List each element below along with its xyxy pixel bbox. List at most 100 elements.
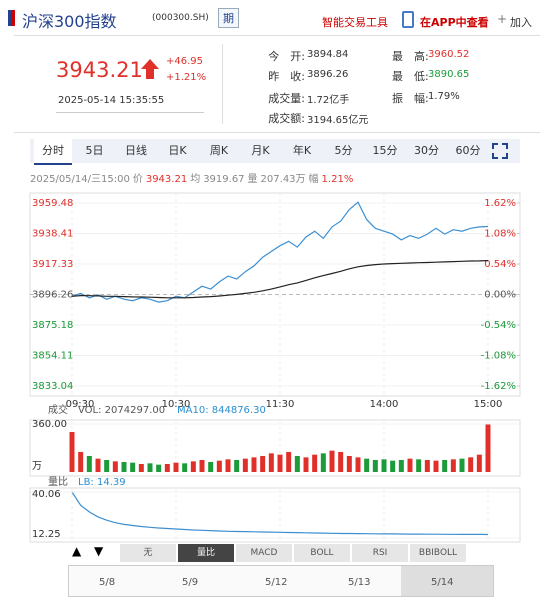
y-tick-label: 3938.41 <box>32 228 73 239</box>
info-line: 2025/05/14/三15:00 价 3943.21 均 3919.67 量 207.43… <box>30 170 356 185</box>
info-item: 均 <box>190 174 201 185</box>
volume-bar <box>390 460 396 472</box>
tab[interactable]: 5分 <box>334 144 353 157</box>
volume-bar <box>381 459 387 472</box>
volume-bar <box>173 462 179 472</box>
down-button[interactable]: ▼ <box>94 544 104 558</box>
volume-bar <box>286 452 292 472</box>
navigator: 5/8 5/9 5/12 5/13 5/14 <box>68 565 494 597</box>
divider <box>222 44 223 124</box>
info-item: 3919.67 <box>203 174 245 185</box>
nav-window[interactable] <box>401 566 493 596</box>
app-link[interactable]: 在APP中查看 <box>420 16 489 29</box>
futures-button[interactable]: 期 <box>218 8 239 28</box>
x-tick-label: 14:00 <box>370 399 399 410</box>
y-tick-label: 3896.26 <box>32 290 73 301</box>
volume-bar <box>216 460 222 472</box>
volume-bar <box>355 457 361 472</box>
code: (000300.SH) <box>152 13 209 23</box>
y-tick-label: 3875.18 <box>32 320 73 331</box>
divider <box>14 132 540 133</box>
indicator-tabs: 无量比 MACD BOLL RSI BBIBOLL <box>68 544 488 562</box>
y-tick-label: 3959.48 <box>32 198 73 209</box>
tab[interactable]: 周K <box>209 144 229 157</box>
lb-line <box>71 491 489 536</box>
fullscreen-icon[interactable] <box>492 143 508 159</box>
indicator-tab[interactable]: 无 <box>120 544 177 562</box>
indicator-tab[interactable]: BBIBOLL <box>410 544 467 562</box>
tab[interactable]: 日线 <box>125 144 147 157</box>
y-tick-label: 3917.33 <box>32 259 73 270</box>
volume-bar <box>485 424 491 472</box>
volume-bar <box>346 456 352 472</box>
add-link[interactable]: 加入 <box>510 16 532 29</box>
volume-bar <box>86 456 92 472</box>
volume-bar <box>121 462 127 472</box>
volume-bar <box>69 432 75 472</box>
tab[interactable]: 5日 <box>85 144 104 157</box>
lb-label: LB: 14.39 <box>78 477 126 488</box>
volume-bar <box>225 459 231 472</box>
tab-bar: 分时 5日 日线 日K 周K 月K 年K 5分 15分 30分 60分 <box>30 139 520 165</box>
volume-unit: 万 <box>32 461 42 472</box>
y-tick-label: 3833.04 <box>32 381 73 392</box>
y-tick-label: 360.00 <box>32 419 67 430</box>
logo-bar <box>8 10 15 26</box>
nav-label: 5/12 <box>265 577 288 588</box>
volume-bar <box>424 460 430 472</box>
stat-value: 3894.84 <box>307 49 349 60</box>
stat-value: 1.79% <box>428 91 460 102</box>
volume-bar <box>468 457 474 472</box>
stat-label: 振 幅: <box>392 92 429 105</box>
volume-bar <box>338 452 344 472</box>
title: 沪深300指数 <box>22 12 117 31</box>
volume-bar <box>268 453 274 472</box>
volume-bar <box>251 457 257 472</box>
volume-bar <box>459 458 465 472</box>
tab[interactable]: 60分 <box>455 144 481 157</box>
volume-bar <box>442 460 448 472</box>
volume-bar <box>199 460 205 472</box>
info-item: 价 <box>132 174 143 185</box>
volume-bar <box>182 463 188 472</box>
y-tick-label: 12.25 <box>32 529 61 540</box>
indicator-tab[interactable]: BOLL <box>294 544 351 562</box>
volume-bar <box>407 458 413 472</box>
indicator-tab[interactable]: RSI <box>352 544 409 562</box>
info-item: 量 <box>247 174 258 185</box>
volume-bar <box>398 460 404 472</box>
y2-tick-label: -1.62% <box>481 381 516 392</box>
volume-bar <box>242 458 248 472</box>
divider <box>14 35 540 36</box>
volume-bar <box>450 459 456 472</box>
indicator-tab[interactable]: 量比 <box>178 544 235 562</box>
tab[interactable]: 年K <box>292 144 312 157</box>
volume-title: 成交 <box>48 403 68 416</box>
volume-bar <box>78 452 84 472</box>
volume-label: VOL: 2074297.00 <box>78 405 165 416</box>
info-item: 207.43万 <box>260 174 306 185</box>
tab[interactable]: 15分 <box>372 144 398 157</box>
stat-label: 昨 收: <box>268 70 305 83</box>
volume-bar <box>130 462 136 472</box>
volume-bar <box>294 456 300 472</box>
tab[interactable]: 日K <box>168 144 187 157</box>
stat-value: 1.72亿手 <box>307 95 350 106</box>
y-tick-label: 40.06 <box>32 489 61 500</box>
tools-link[interactable]: 智能交易工具 <box>322 16 388 29</box>
volume-bar <box>147 463 153 472</box>
price-line <box>71 260 489 299</box>
y2-tick-label: 0.00% <box>484 290 516 301</box>
up-button[interactable]: ▲ <box>72 544 82 558</box>
tab[interactable]: 月K <box>251 144 270 157</box>
x-tick-label: 09:30 <box>66 399 95 410</box>
volume-bar <box>303 457 309 472</box>
tab[interactable]: 分时 <box>34 139 72 165</box>
volume-bar <box>476 454 482 472</box>
change-pct: +1.21% <box>166 72 207 83</box>
tab[interactable]: 30分 <box>414 144 439 157</box>
y2-tick-label: 1.08% <box>484 229 516 240</box>
indicator-tab[interactable]: MACD <box>236 544 293 562</box>
quote-time: 2025-05-14 15:35:55 <box>58 95 165 106</box>
